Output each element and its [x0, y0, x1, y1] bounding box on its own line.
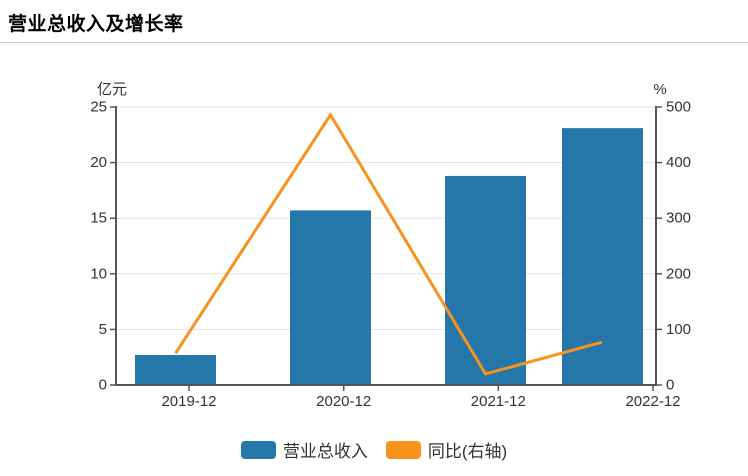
legend-item-yoy[interactable]: 同比(右轴): [385, 437, 508, 462]
right-axis-tick-label: 500: [666, 99, 691, 116]
left-axis-tick-label: 25: [90, 99, 107, 116]
yoy-legend-swatch: [385, 440, 421, 459]
right-axis-tick-label: 300: [666, 210, 691, 227]
left-axis-tick-label: 0: [99, 377, 107, 394]
x-axis-label-2020-12: 2020-12: [316, 393, 371, 410]
yoy-growth-line[interactable]: [174, 111, 603, 376]
bar-2022-12[interactable]: [562, 128, 643, 386]
left-axis-tick-label: 10: [90, 265, 107, 282]
right-axis-tick-label: 400: [666, 154, 691, 171]
x-axis-label-2021-12: 2021-12: [471, 393, 526, 410]
right-axis-tick-label: 100: [666, 321, 691, 338]
bar-2021-12[interactable]: [445, 175, 526, 385]
bar-2020-12[interactable]: [290, 210, 371, 385]
bar-2019-12[interactable]: [135, 354, 216, 385]
yoy-legend-label: 同比(右轴): [427, 442, 508, 461]
left-axis-tick-label: 5: [99, 321, 107, 338]
legend-item-revenue[interactable]: 营业总收入: [240, 437, 368, 462]
title-divider: [0, 42, 748, 43]
revenue-legend-label: 营业总收入: [282, 442, 368, 461]
revenue-legend-swatch: [240, 440, 276, 459]
right-axis-unit-label: %: [653, 81, 666, 98]
x-axis-label-2019-12: 2019-12: [161, 393, 216, 410]
left-axis-unit-label: 亿元: [97, 81, 127, 98]
right-axis-tick-label: 200: [666, 265, 691, 282]
left-axis-tick-label: 15: [90, 210, 107, 227]
right-axis-tick-label: 0: [666, 377, 674, 394]
left-axis-tick-label: 20: [90, 154, 107, 171]
chart-title: 营业总收入及增长率: [8, 14, 184, 35]
legend: 营业总收入 同比(右轴): [0, 437, 748, 462]
x-axis-label-2022-12: 2022-12: [625, 393, 680, 410]
